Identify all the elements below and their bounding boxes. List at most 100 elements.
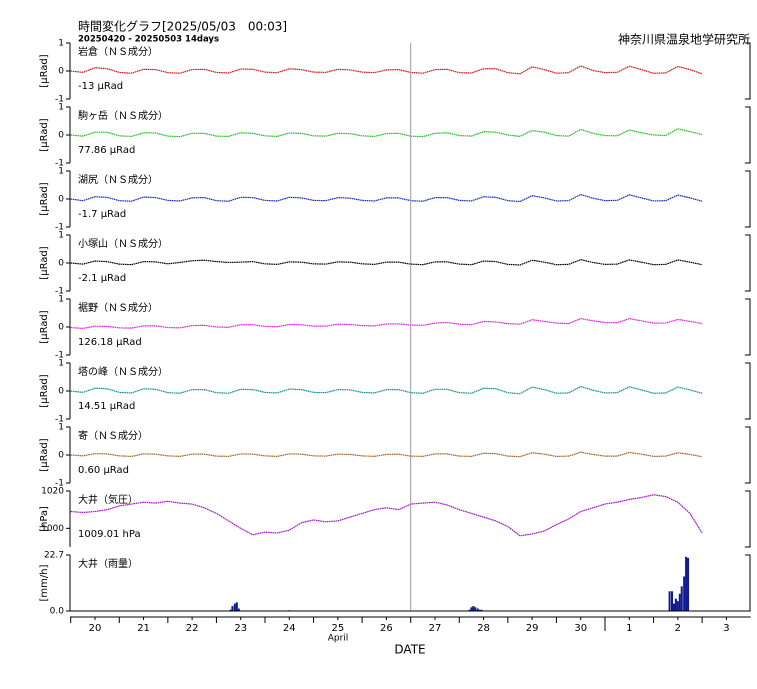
rain-bar (674, 598, 677, 611)
x-tick-label: 27 (429, 623, 442, 634)
y-tick-label: 0 (58, 67, 64, 77)
current-reading: 14.51 µRad (78, 401, 135, 412)
panel-title: 岩倉（ＮＳ成分） (78, 45, 158, 58)
y-tick-label: 22.7 (44, 551, 64, 561)
institute: 神奈川県温泉地学研究所 (618, 32, 750, 47)
rain-bar (672, 603, 675, 611)
rain-bar (237, 608, 240, 611)
panel-title: 大井（気圧） (78, 493, 138, 506)
x-tick-label: 25 (331, 623, 344, 634)
y-tick-label: -1 (55, 223, 64, 233)
rain-bar (229, 609, 232, 611)
y-tick-label: 1 (58, 39, 64, 49)
y-tick-label: -1 (55, 479, 64, 489)
x-tick-label: 30 (574, 623, 587, 634)
series-line (70, 494, 703, 537)
y-axis-label: [hPa] (39, 506, 50, 532)
y-tick-label: 1000 (41, 524, 64, 534)
y-axis-label: [µRad] (39, 374, 50, 407)
rain-bar (668, 591, 671, 611)
right-bracket (745, 234, 751, 292)
current-reading: -2.1 µRad (78, 273, 126, 284)
y-tick-label: -1 (55, 351, 64, 361)
y-axis-label: [µRad] (39, 182, 50, 215)
series-line (70, 128, 703, 138)
page-title: 時間変化グラフ[2025/05/03 00:03] (78, 19, 287, 34)
y-axis-label: [mm/h] (39, 564, 50, 601)
y-tick-label: -1 (55, 287, 64, 297)
x-tick-label: 29 (526, 623, 539, 634)
y-tick-label: 0 (58, 131, 64, 141)
x-axis-label: DATE (394, 643, 425, 657)
right-bracket (745, 426, 751, 484)
rain-bar (235, 602, 238, 611)
x-tick-label: 2 (675, 623, 681, 634)
y-tick-label: -1 (55, 415, 64, 425)
right-bracket (745, 554, 751, 612)
y-tick-label: 1 (58, 103, 64, 113)
y-tick-label: 0 (58, 451, 64, 461)
x-tick-label: 26 (380, 623, 393, 634)
right-bracket (745, 42, 751, 100)
y-tick-label: 0 (58, 195, 64, 205)
panel-title: 駒ヶ岳（ＮＳ成分） (78, 110, 168, 122)
rain-bar (478, 609, 481, 611)
rain-bar (231, 606, 234, 611)
series-line (70, 451, 703, 458)
current-reading: 77.86 µRad (78, 145, 135, 156)
rain-bar (476, 608, 479, 611)
y-axis-label: [µRad] (39, 118, 50, 151)
y-axis-label: [µRad] (39, 54, 50, 87)
panel-title: 湖尻（ＮＳ成分） (78, 174, 158, 186)
panel-title: 小塚山（ＮＳ成分） (78, 238, 168, 250)
y-tick-label: -1 (55, 95, 64, 105)
y-tick-label: 0 (58, 259, 64, 269)
rain-bar (671, 591, 674, 611)
y-tick-label: 0 (58, 323, 64, 333)
rain-bar (472, 606, 475, 611)
current-reading: 0.60 µRad (78, 465, 129, 476)
right-bracket (745, 170, 751, 228)
current-reading: -1.7 µRad (78, 209, 126, 220)
panel-title: 大井（雨量） (78, 557, 138, 570)
right-bracket (745, 490, 751, 548)
series-line (70, 193, 703, 203)
panel-title: 裾野（ＮＳ成分） (78, 301, 158, 314)
rain-bar (468, 609, 471, 611)
y-tick-label: 1 (58, 423, 64, 433)
x-tick-label: 24 (283, 623, 296, 634)
y-tick-label: 1020 (41, 487, 64, 497)
y-tick-label: 1 (58, 295, 64, 305)
rain-bar (683, 576, 686, 611)
x-tick-label: 23 (234, 623, 247, 634)
x-tick-label: 20 (89, 623, 102, 634)
x-tick-label: 22 (186, 623, 199, 634)
rain-bar (480, 609, 483, 611)
rain-bar (680, 586, 683, 611)
x-tick-label: 1 (626, 623, 632, 634)
series-line (70, 317, 703, 330)
y-axis-label: [µRad] (39, 246, 50, 279)
right-bracket (745, 106, 751, 164)
x-tick-label: 28 (477, 623, 490, 634)
y-axis-label: [µRad] (39, 310, 50, 343)
current-reading: -13 µRad (78, 81, 123, 92)
panel-title: 塔の峰（ＮＳ成分） (78, 365, 168, 378)
current-reading: 126.18 µRad (78, 337, 142, 348)
right-bracket (745, 298, 751, 356)
rain-bar (678, 593, 681, 611)
rain-bar (676, 601, 679, 611)
rain-bar (233, 603, 236, 611)
y-tick-label: 1 (58, 231, 64, 241)
y-tick-label: 1 (58, 167, 64, 177)
y-tick-label: 0.0 (50, 607, 65, 617)
y-tick-label: -1 (55, 159, 64, 169)
y-tick-label: 1 (58, 359, 64, 369)
right-bracket (745, 362, 751, 420)
series-line (70, 65, 703, 75)
y-axis-label: [µRad] (39, 438, 50, 471)
series-line (70, 259, 703, 266)
rain-bar (687, 557, 690, 611)
x-tick-label: 21 (137, 623, 150, 634)
